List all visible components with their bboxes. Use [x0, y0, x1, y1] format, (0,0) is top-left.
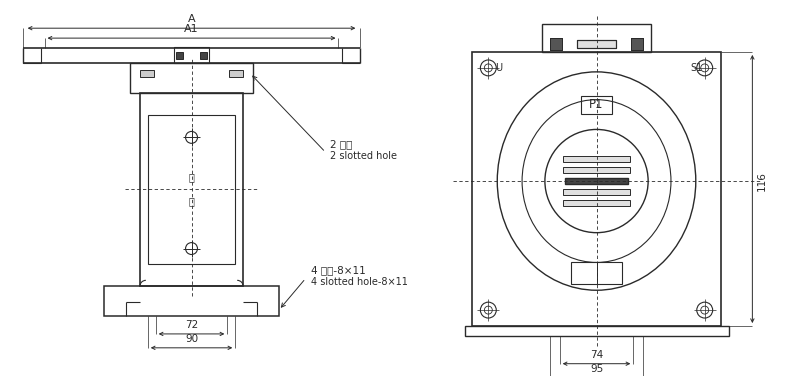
- Bar: [571, 262, 622, 284]
- Bar: [464, 326, 728, 336]
- Text: 116: 116: [756, 171, 766, 191]
- Bar: [140, 93, 243, 286]
- Bar: [550, 38, 562, 50]
- Text: 2 槽孔: 2 槽孔: [331, 139, 353, 149]
- Text: 74: 74: [590, 350, 603, 360]
- Bar: [173, 47, 209, 63]
- Bar: [563, 156, 630, 162]
- Text: 4 槽孔-8×11: 4 槽孔-8×11: [311, 265, 366, 275]
- Text: 95: 95: [590, 364, 603, 374]
- Text: 铭: 铭: [188, 173, 195, 182]
- Bar: [563, 200, 630, 206]
- Text: S1: S1: [691, 63, 703, 73]
- Bar: [140, 70, 153, 77]
- Text: 72: 72: [185, 320, 198, 330]
- Bar: [200, 52, 207, 59]
- Bar: [563, 189, 630, 195]
- Bar: [631, 38, 643, 50]
- Bar: [631, 38, 643, 50]
- Text: 4 slotted hole-8×11: 4 slotted hole-8×11: [311, 277, 408, 287]
- Text: 牌: 牌: [188, 196, 195, 206]
- Text: 90: 90: [185, 334, 198, 344]
- Bar: [229, 70, 243, 77]
- Bar: [176, 52, 183, 59]
- Bar: [542, 24, 651, 52]
- Bar: [104, 286, 279, 316]
- Bar: [148, 115, 235, 264]
- Bar: [565, 178, 628, 184]
- Bar: [563, 167, 630, 173]
- Text: U: U: [494, 63, 502, 73]
- Bar: [472, 52, 720, 326]
- Bar: [550, 38, 562, 50]
- Bar: [130, 63, 253, 93]
- Text: A1: A1: [184, 24, 199, 34]
- Bar: [580, 96, 612, 113]
- Text: P1: P1: [589, 98, 603, 111]
- Bar: [576, 40, 616, 48]
- Text: 2 slotted hole: 2 slotted hole: [331, 151, 398, 161]
- Text: A: A: [188, 14, 196, 24]
- Bar: [576, 40, 616, 48]
